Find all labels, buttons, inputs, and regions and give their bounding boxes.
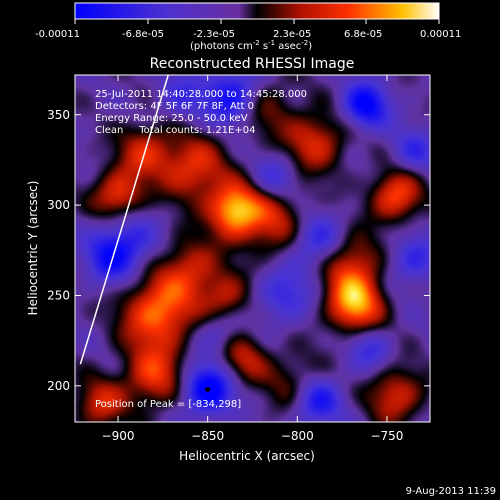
plot-frame (74, 74, 431, 423)
axis-ticks: −900 −850 −800 −750 200 250 300 350 (47, 75, 430, 443)
colorbar-ticks (74, 19, 440, 24)
footer-date: 9-Aug-2013 11:39 (406, 486, 496, 497)
observation-annotations: 25-Jul-2011 14:40:28.000 to 14:45:28.000… (95, 89, 307, 410)
colorbar-tick-label: -2.3e-05 (193, 29, 235, 40)
x-axis-label: Heliocentric X (arcsec) (179, 449, 315, 463)
detectors-text: Detectors: 4F 5F 6F 7F 8F, Att 0 (95, 101, 254, 112)
y-tick-label: 200 (47, 379, 70, 393)
x-tick-label: −850 (191, 429, 224, 443)
y-axis-label: Heliocentric Y (arcsec) (26, 181, 40, 316)
colorbar-tick-label: 6.8e-05 (344, 29, 382, 40)
colorbar-tick-label: 0.00011 (420, 29, 461, 40)
x-tick-label: −900 (102, 429, 135, 443)
solar-limb-line (79, 75, 169, 365)
x-tick-label: −750 (370, 429, 403, 443)
chart-title: Reconstructed RHESSI Image (150, 56, 355, 72)
clean-counts-text: Clean Total counts: 1.21E+04 (95, 125, 255, 136)
colorbar-tick-label: 2.3e-05 (273, 29, 311, 40)
y-tick-label: 250 (47, 288, 70, 302)
x-tick-label: −800 (281, 429, 314, 443)
energy-range-text: Energy Range: 25.0 - 50.0 keV (95, 113, 248, 124)
time-range-text: 25-Jul-2011 14:40:28.000 to 14:45:28.000 (95, 89, 307, 100)
colorbar (74, 2, 440, 20)
heatmap-image (75, 75, 430, 422)
y-tick-label: 350 (47, 108, 70, 122)
colorbar-tick-label: -0.00011 (35, 29, 80, 40)
colorbar-tick-label: -6.8e-05 (122, 29, 164, 40)
colorbar-units: (photons cm-2 s-1 asec-2) (190, 39, 312, 52)
y-tick-label: 300 (47, 198, 70, 212)
peak-marker (205, 386, 211, 392)
peak-position-text: Position of Peak = [-834,298] (95, 399, 241, 410)
